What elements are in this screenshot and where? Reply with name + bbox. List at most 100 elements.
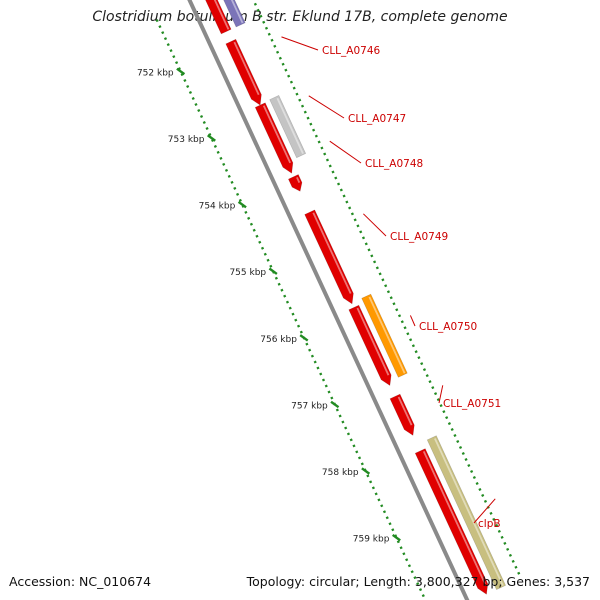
inner-tick-dot: [344, 426, 348, 430]
outer-tick-dot: [403, 326, 407, 330]
inner-tick-dot: [335, 408, 339, 412]
outer-tick-dot: [253, 2, 257, 6]
gene-label-leader: [281, 36, 319, 51]
inner-tick-dot: [155, 19, 159, 23]
outer-tick-dot: [314, 134, 318, 138]
inner-tick-dot: [186, 85, 190, 89]
inner-tick-dot: [161, 31, 165, 35]
outer-tick-dot: [309, 122, 313, 126]
inner-tick-dot: [305, 342, 309, 346]
cds-cll-a0747-shade: [262, 105, 292, 164]
gene-label[interactable]: CLL_A0751: [443, 398, 501, 410]
outer-tick-dot: [295, 92, 299, 96]
inner-tick-dot: [183, 79, 187, 83]
inner-tick-dot: [385, 516, 389, 520]
inner-tick-dot: [355, 450, 359, 454]
inner-tick-dot: [205, 126, 209, 130]
inner-tick-dot: [360, 462, 364, 466]
inner-tick-dot: [277, 282, 281, 286]
cds-cll-a0746-shade: [233, 41, 260, 96]
outer-tick-dot: [447, 422, 451, 426]
cds-clpb-shade: [422, 451, 486, 585]
cds-clpb[interactable]: [414, 448, 489, 595]
inner-tick-dot: [418, 588, 423, 592]
inner-tick-dot: [163, 37, 168, 41]
outer-tick-dot: [356, 224, 360, 228]
cds-cll-a0751[interactable]: [389, 393, 415, 436]
outer-tick-dot: [450, 428, 454, 432]
gene-cll-a0747-rna-shade: [276, 97, 304, 154]
cds-cll-a0746[interactable]: [225, 38, 262, 106]
inner-tick-dot: [296, 324, 301, 328]
outer-tick-dot: [317, 140, 321, 144]
outer-tick-dot: [406, 332, 410, 336]
inner-tick-dot: [166, 43, 170, 47]
cds-cll-a0751-shade: [397, 396, 413, 426]
inner-tick-dot: [416, 582, 420, 586]
inner-tick-dot: [299, 330, 303, 334]
cds-cll-a0749-shade: [312, 212, 352, 294]
inner-tick-dot: [285, 300, 290, 304]
gene-label[interactable]: CLL_A0746: [322, 45, 381, 57]
outer-tick-dot: [453, 434, 457, 438]
inner-tick-dot: [288, 306, 292, 310]
outer-tick-dot: [287, 74, 291, 78]
inner-tick-dot: [346, 432, 350, 436]
topology-label: Topology: circular; Length: 3,800,327 bp…: [246, 574, 590, 589]
inner-tick-dot: [357, 456, 362, 460]
inner-tick-dot: [274, 276, 278, 280]
inner-tick-dot: [310, 354, 314, 358]
outer-tick-dot: [370, 254, 374, 258]
outer-tick-dot: [436, 398, 440, 402]
outer-tick-dot: [378, 272, 382, 276]
outer-tick-dot: [434, 392, 438, 396]
genome-backbone: [187, 0, 470, 600]
cds-cll-a0750-shade: [356, 307, 390, 376]
gene-label[interactable]: CLL_A0750: [419, 321, 477, 333]
inner-tick-dot: [391, 528, 395, 532]
gene-label[interactable]: CLL_A0749: [390, 231, 448, 243]
scale-label: 752 kbp: [137, 68, 174, 78]
cds-cll-a0747[interactable]: [254, 102, 294, 174]
inner-tick-dot: [188, 91, 192, 95]
inner-tick-dot: [349, 438, 353, 442]
outer-tick-dot: [517, 571, 521, 575]
gene-label[interactable]: CLL_A0748: [365, 158, 423, 170]
outer-tick-dot: [373, 260, 377, 264]
gene-prev-purple[interactable]: [217, 0, 246, 28]
gene-label-leader: [308, 95, 345, 119]
outer-tick-dot: [278, 56, 282, 60]
outer-tick-dot: [392, 302, 396, 306]
outer-tick-dot: [456, 440, 460, 444]
inner-tick-dot: [313, 360, 317, 364]
cds-prev[interactable]: [202, 0, 232, 35]
cds-cll-a0749[interactable]: [304, 209, 354, 305]
cds-cll-a0750[interactable]: [348, 304, 392, 387]
outer-tick-dot: [259, 14, 263, 18]
outer-tick-dot: [348, 206, 352, 210]
gene-cll-a0750-orange-shade: [368, 296, 406, 374]
gene-clpb-olive[interactable]: [426, 435, 506, 590]
inner-tick-dot: [252, 228, 256, 232]
outer-tick-dot: [328, 164, 332, 168]
gene-label[interactable]: CLL_A0747: [348, 113, 406, 125]
outer-tick-dot: [508, 553, 512, 557]
gene-cll-a0750-orange[interactable]: [361, 293, 408, 378]
inner-tick-dot: [249, 222, 253, 226]
outer-tick-dot: [303, 110, 307, 114]
outer-tick-dot: [464, 457, 468, 462]
inner-tick-dot: [402, 552, 406, 556]
inner-tick-dot: [352, 444, 356, 448]
outer-tick-dot: [256, 8, 260, 12]
gene-label[interactable]: clpB: [478, 518, 501, 530]
cds-cll-a0748[interactable]: [288, 174, 303, 192]
inner-tick-dot: [175, 61, 179, 65]
outer-tick-dot: [359, 230, 363, 234]
gene-cll-a0747-rna[interactable]: [269, 95, 307, 159]
outer-tick-dot: [292, 86, 296, 90]
inner-tick-dot: [308, 348, 312, 352]
inner-tick-dot: [380, 504, 384, 508]
outer-tick-dot: [375, 266, 379, 270]
inner-tick-dot: [410, 570, 414, 574]
